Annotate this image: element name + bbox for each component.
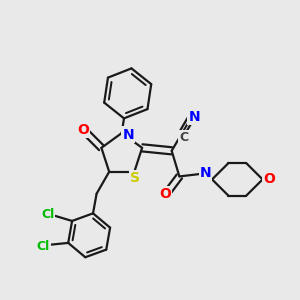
Text: Cl: Cl (41, 208, 54, 221)
Text: O: O (77, 123, 89, 137)
Text: O: O (263, 172, 275, 186)
Text: O: O (160, 187, 171, 201)
Text: N: N (188, 110, 200, 124)
Text: Cl: Cl (36, 240, 50, 253)
Text: N: N (200, 166, 211, 180)
Text: C: C (179, 131, 188, 144)
Text: S: S (130, 171, 140, 185)
Text: N: N (122, 128, 134, 142)
